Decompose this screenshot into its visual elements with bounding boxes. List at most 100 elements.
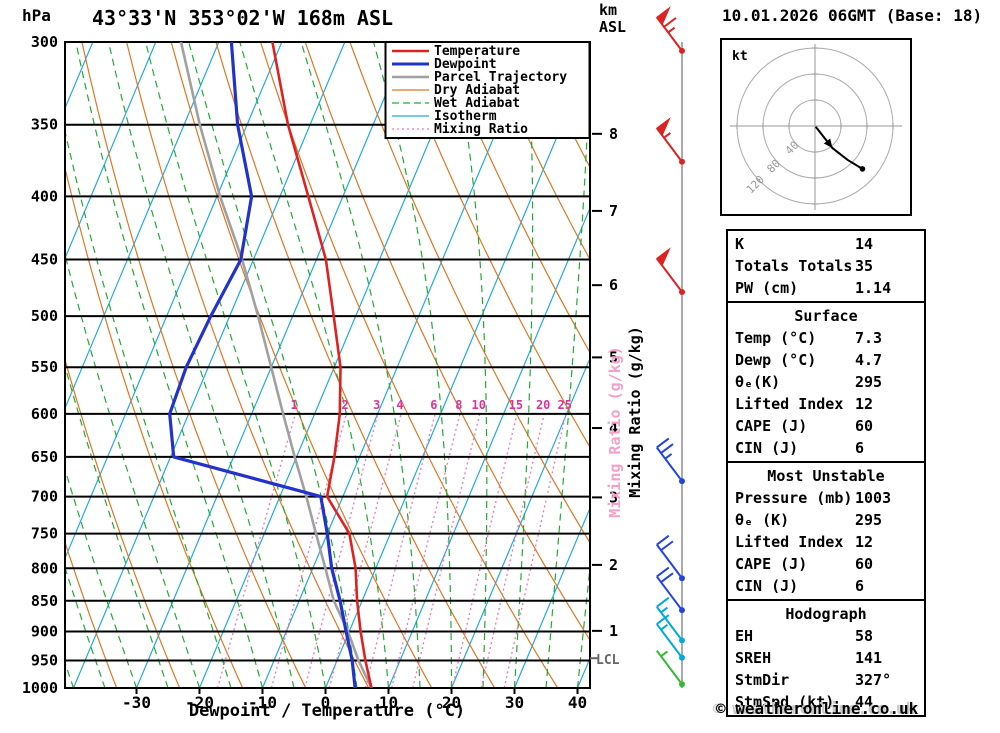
table-row: θₑ(K) 295 — [728, 371, 924, 393]
legend-label: Parcel Trajectory — [434, 70, 567, 85]
hodograph-endpoint — [859, 166, 866, 172]
pressure-tick-label: 600 — [31, 405, 58, 423]
km-tick-label: 5 — [609, 348, 618, 366]
sounding-profiles — [168, 42, 373, 688]
table-row: Lifted Index 12 — [728, 531, 924, 553]
table-section-title: Surface — [794, 307, 858, 325]
height-axis-unit: km ASL — [599, 2, 626, 36]
table-row-value: 6 — [855, 577, 865, 595]
table-row-label: Pressure (mb) — [735, 489, 853, 507]
hodograph-trace — [814, 126, 866, 172]
pressure-tick-label: 900 — [31, 622, 58, 640]
table-section-title: Most Unstable — [767, 467, 885, 485]
temperature-tick-label: -10 — [248, 693, 277, 712]
table-row-label: θₑ (K) — [735, 511, 790, 529]
km-tick-label: 7 — [609, 202, 618, 220]
wind-barb — [655, 534, 685, 582]
mixing-ratio-value-label: 6 — [430, 398, 437, 412]
temperature-tick-label: 10 — [379, 693, 398, 712]
table-row: θₑ (K) 295 — [728, 509, 924, 531]
pressure-tick-label: 350 — [31, 116, 58, 134]
mixing-ratio-axis-label: Mixing Ratio (g/kg) — [626, 326, 644, 498]
lcl-label: LCL — [596, 653, 620, 668]
table-row-value: 4.7 — [855, 351, 883, 369]
table-row-value: 14 — [855, 235, 874, 253]
temperature-tick-label: -20 — [185, 693, 214, 712]
wind-barb — [655, 247, 685, 295]
wind-barb — [655, 116, 685, 165]
pressure-tick-label: 1000 — [22, 679, 58, 697]
table-row-value: 1.14 — [855, 279, 892, 297]
table-row-value: 295 — [855, 511, 883, 529]
mixing-ratio-value-label: 25 — [558, 398, 572, 412]
wind-barb — [655, 6, 685, 54]
temperature-tick-label: -30 — [122, 693, 151, 712]
legend-label: Isotherm — [434, 109, 497, 124]
temperature-tick-label: 30 — [505, 693, 524, 712]
temperature-axis: -30 -20 -10 0 10 20 30 40 — [122, 688, 587, 712]
mixing-ratio-value-label: 15 — [509, 398, 523, 412]
table-section: Surface Temp (°C) 7.3 Dewp (°C) 4.7 θₑ(K) 295 L… — [726, 301, 926, 463]
table-row-label: Dewp (°C) — [735, 351, 817, 369]
table-section: K 14 Totals Totals 35 PW (cm) 1.14 — [726, 229, 926, 303]
km-tick-label: 3 — [609, 488, 618, 506]
run-datetime: 10.01.2026 06GMT (Base: 18) — [722, 6, 983, 25]
temperature-tick-label: 40 — [568, 693, 587, 712]
table-row: SREH 141 — [728, 647, 924, 669]
table-row-value: 1003 — [855, 489, 892, 507]
table-row-value: 60 — [855, 555, 874, 573]
km-unit: km — [599, 1, 618, 19]
hodograph-arrow — [823, 138, 833, 149]
legend-label: Dry Adiabat — [434, 83, 520, 98]
wind-barbs — [655, 6, 685, 688]
mixing-ratio-value-label: 8 — [455, 398, 462, 412]
table-section: Hodograph EH 58 SREH 141 StmDir 327° StmSpd (kt… — [726, 599, 926, 717]
table-row-value: 35 — [855, 257, 874, 275]
legend-label: Wet Adiabat — [434, 96, 520, 111]
table-row-value: 6 — [855, 439, 865, 457]
km-asl-axis: 8 7 6 5 4 3 2 1 — [590, 125, 618, 660]
km-tick-label: 8 — [609, 125, 618, 143]
wind-barb — [655, 650, 685, 688]
table-row: K 14 — [728, 233, 924, 255]
mixing-ratio-value-label: 1 — [290, 398, 297, 412]
mixing-ratio-value-label: 4 — [396, 398, 403, 412]
pressure-tick-label: 650 — [31, 448, 58, 466]
pressure-tick-label: 450 — [31, 251, 58, 269]
table-row-value: 12 — [855, 395, 874, 413]
pressure-tick-label: 500 — [31, 307, 58, 325]
legend-label: Dewpoint — [434, 57, 497, 72]
table-section: Most Unstable Pressure (mb) 1003 θₑ (K) 295 L… — [726, 461, 926, 601]
table-row-value: 327° — [855, 671, 892, 689]
table-row: CIN (J) 6 — [728, 575, 924, 597]
table-row-label: θₑ(K) — [735, 373, 781, 391]
table-row-label: Lifted Index — [735, 395, 844, 413]
table-row: PW (cm) 1.14 — [728, 277, 924, 299]
table-row: Temp (°C) 7.3 — [728, 327, 924, 349]
temperature-tick-label: 20 — [442, 693, 461, 712]
isotherms — [65, 42, 590, 688]
table-row: Dewp (°C) 4.7 — [728, 349, 924, 371]
copyright: © weatheronline.co.uk — [716, 699, 919, 718]
pressure-axis-unit: hPa — [22, 6, 51, 25]
table-row: CAPE (J) 60 — [728, 415, 924, 437]
x-axis-title: Dewpoint / Temperature (°C) — [189, 701, 465, 721]
table-row-label: CAPE (J) — [735, 417, 808, 435]
mixing-ratio-value-label: 10 — [471, 398, 485, 412]
pressure-tick-label: 800 — [31, 559, 58, 577]
hodograph-axes — [730, 44, 902, 210]
table-row: CIN (J) 6 — [728, 437, 924, 459]
station-title: 43°33'N 353°02'W 168m ASL — [92, 6, 394, 30]
table-row-label: K — [735, 235, 745, 253]
pressure-tick-label: 700 — [31, 488, 58, 506]
pressure-tick-label: 850 — [31, 592, 58, 610]
table-row-label: CAPE (J) — [735, 555, 808, 573]
mixing-ratio-axis-label-pink: Mixing Ratio (g/kg) — [606, 346, 624, 518]
pressure-tick-label: 300 — [31, 33, 58, 51]
profile-temperature — [271, 42, 373, 688]
table-row-value: 7.3 — [855, 329, 883, 347]
table-row-label: PW (cm) — [735, 279, 799, 297]
hodograph-unit-label: kt — [732, 49, 748, 64]
wind-barb — [655, 596, 685, 644]
pressure-tick-label: 550 — [31, 358, 58, 376]
